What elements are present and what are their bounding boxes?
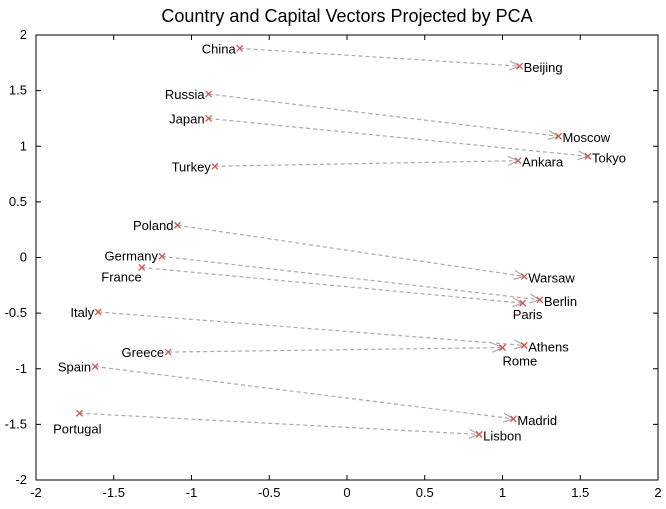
country-label: Portugal xyxy=(53,421,102,436)
country-point xyxy=(138,264,146,271)
capital-point xyxy=(475,430,483,438)
capital-point xyxy=(514,157,522,165)
pair-arrow xyxy=(98,311,525,346)
x-tick-label: 1.5 xyxy=(571,485,589,500)
x-tick-label: -1 xyxy=(186,485,198,500)
chart-title: Country and Capital Vectors Projected by… xyxy=(161,6,532,26)
capital-point xyxy=(584,152,592,160)
x-tick-label: 1 xyxy=(499,485,506,500)
country-label: France xyxy=(101,270,141,285)
capital-point xyxy=(509,415,517,423)
country-label: Japan xyxy=(169,111,204,126)
data-points xyxy=(76,44,592,438)
capital-label: Lisbon xyxy=(483,428,521,443)
x-tick-label: -1.5 xyxy=(103,485,125,500)
capital-label: Madrid xyxy=(517,413,557,428)
country-point xyxy=(91,363,99,370)
country-point xyxy=(94,308,102,316)
capital-point xyxy=(555,132,562,140)
y-tick-label: -2 xyxy=(15,472,27,487)
axis-ticks: -2 -1.5 -1 -0.5 0 0.5 1 1.5 2 2 1.5 1 0.5 0 -0.5 -1 -1.5… xyxy=(5,27,662,500)
x-tick-label: -2 xyxy=(30,485,42,500)
country-label: China xyxy=(202,41,237,56)
capital-label: Ankara xyxy=(522,155,564,170)
y-tick-label: -0.5 xyxy=(5,305,27,320)
country-label: Greece xyxy=(122,345,165,360)
country-point xyxy=(236,44,244,52)
capital-label: Beijing xyxy=(524,60,563,75)
pair-arrows xyxy=(79,47,590,439)
pair-arrow xyxy=(239,47,520,67)
capital-point xyxy=(516,62,524,70)
country-point xyxy=(174,221,181,229)
x-tick-label: 0.5 xyxy=(416,485,434,500)
country-point xyxy=(164,348,172,356)
country-point xyxy=(211,162,219,170)
capital-label: Athens xyxy=(528,339,569,354)
capital-point xyxy=(499,344,506,352)
capital-point xyxy=(536,296,544,304)
country-label: Turkey xyxy=(172,159,212,174)
capital-label: Rome xyxy=(503,354,538,369)
y-tick-label: 2 xyxy=(20,27,27,42)
country-label: Germany xyxy=(104,248,158,263)
capital-point xyxy=(520,341,528,349)
pair-arrow xyxy=(177,224,525,278)
country-label: Spain xyxy=(58,360,91,375)
country-point xyxy=(205,114,213,122)
x-tick-label: -0.5 xyxy=(258,485,280,500)
pair-arrow xyxy=(79,412,480,435)
capital-label: Warsaw xyxy=(528,270,575,285)
capital-label: Berlin xyxy=(544,294,577,309)
country-point xyxy=(205,90,213,98)
y-tick-label: 0.5 xyxy=(9,194,27,209)
country-point xyxy=(76,409,83,417)
country-label: Italy xyxy=(70,305,94,320)
x-tick-label: 0 xyxy=(343,485,350,500)
country-label: Russia xyxy=(165,87,206,102)
y-tick-label: 0 xyxy=(20,250,27,265)
y-tick-label: -1.5 xyxy=(5,416,27,431)
capital-label: Tokyo xyxy=(592,150,626,165)
pair-arrow xyxy=(168,347,503,353)
country-point xyxy=(158,252,166,260)
capital-point xyxy=(519,299,527,307)
pair-arrow xyxy=(95,365,514,420)
capital-label: Paris xyxy=(513,307,543,322)
y-tick-label: -1 xyxy=(15,361,27,376)
y-tick-label: 1.5 xyxy=(9,83,27,98)
x-tick-label: 2 xyxy=(654,485,661,500)
capital-point xyxy=(520,272,528,280)
point-labels: China Beijing Russia Moscow Japan Tokyo Turkey… xyxy=(53,41,626,443)
country-label: Poland xyxy=(133,218,173,233)
capital-label: Moscow xyxy=(562,130,610,145)
pair-arrow xyxy=(214,160,519,167)
pair-arrow xyxy=(141,266,523,304)
y-tick-label: 1 xyxy=(20,138,27,153)
pair-arrow xyxy=(208,93,559,137)
pair-arrow xyxy=(208,117,589,157)
pair-arrow xyxy=(161,255,540,301)
